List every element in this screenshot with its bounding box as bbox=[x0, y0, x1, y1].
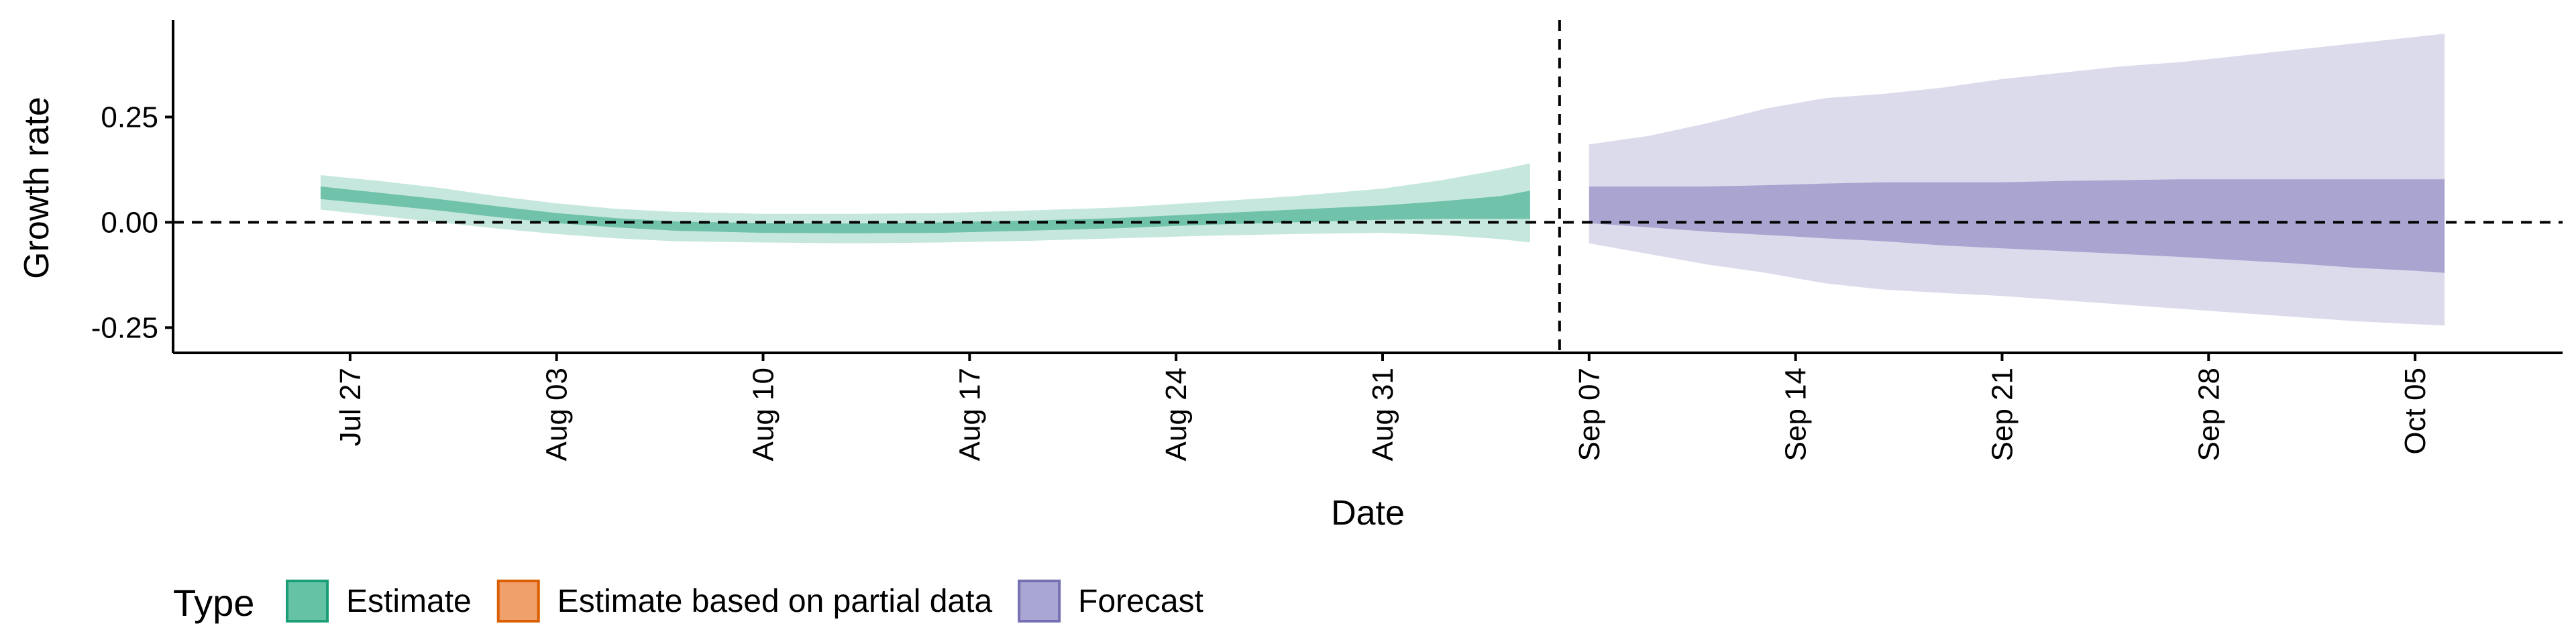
x-tick-label: Sep 07 bbox=[1573, 368, 1606, 461]
legend-label-estimate: Estimate bbox=[346, 584, 472, 619]
legend-title: Type bbox=[173, 582, 254, 624]
x-tick-label: Sep 28 bbox=[2192, 368, 2225, 461]
y-tick-label: 0.00 bbox=[101, 206, 158, 239]
x-ticks: Jul 27 Aug 03 Aug 10 Aug 17 Aug 24 Aug 31 Sep … bbox=[334, 353, 2432, 461]
legend-label-estimate-based-on-partial-data: Estimate based on partial data bbox=[557, 584, 993, 619]
legend-key-forecast bbox=[1018, 580, 1061, 623]
x-tick-label: Aug 03 bbox=[541, 368, 574, 461]
y-ticks: 0.25 0.00 -0.25 bbox=[91, 101, 173, 344]
x-tick-label: Oct 05 bbox=[2399, 368, 2432, 455]
x-tick-label: Sep 21 bbox=[1986, 368, 2019, 461]
x-tick-label: Aug 24 bbox=[1160, 368, 1193, 461]
forecast-inner-band bbox=[1589, 179, 2445, 273]
reference-lines bbox=[173, 20, 2563, 353]
axes bbox=[172, 20, 2563, 354]
x-tick-label: Sep 14 bbox=[1780, 368, 1813, 461]
legend-label-forecast: Forecast bbox=[1078, 584, 1203, 619]
x-axis-title: Date bbox=[1331, 494, 1405, 533]
x-tick-label: Jul 27 bbox=[334, 368, 367, 446]
x-tick-label: Aug 17 bbox=[953, 368, 986, 461]
y-tick-label: -0.25 bbox=[91, 311, 158, 344]
y-axis-title: Growth rate bbox=[17, 97, 56, 279]
legend: Type Estimate Estimate based on partial d… bbox=[173, 580, 1203, 624]
x-tick-label: Aug 10 bbox=[747, 368, 780, 461]
bands-layer bbox=[320, 34, 2445, 326]
x-tick-label: Aug 31 bbox=[1366, 368, 1399, 461]
y-tick-label: 0.25 bbox=[101, 101, 158, 133]
legend-key-estimate bbox=[286, 580, 329, 623]
legend-key-estimate-based-on-partial-data bbox=[496, 580, 540, 623]
